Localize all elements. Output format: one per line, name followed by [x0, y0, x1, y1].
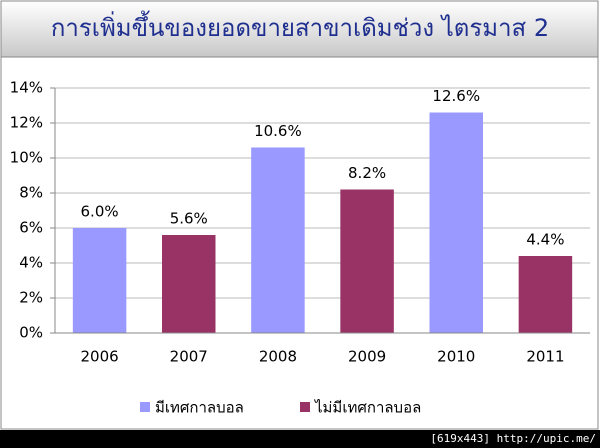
- value-label: 5.6%: [170, 210, 208, 228]
- y-tick-label: 4%: [19, 254, 43, 272]
- y-tick-label: 0%: [19, 324, 43, 342]
- chart-title: การเพิ่มขึ้นของยอดขายสาขาเดิมช่วง ไตรมาส…: [51, 10, 549, 42]
- bar: [340, 189, 394, 333]
- value-label: 8.2%: [348, 164, 386, 182]
- legend-swatch: [300, 402, 310, 412]
- x-tick-label: 2011: [526, 348, 564, 366]
- bar: [429, 112, 483, 333]
- frame: [0, 0, 599, 430]
- y-tick-label: 8%: [19, 184, 43, 202]
- bar: [72, 228, 127, 333]
- x-tick-label: 2009: [348, 348, 386, 366]
- y-tick-label: 2%: [19, 289, 43, 307]
- title-band: [0, 0, 599, 58]
- x-tick-label: 2006: [80, 348, 118, 366]
- x-tick-label: 2008: [259, 348, 297, 366]
- watermark: [619x443] http://upic.me/: [430, 432, 596, 445]
- bar: [518, 256, 573, 333]
- y-tick-label: 10%: [10, 149, 43, 167]
- value-label: 4.4%: [526, 231, 564, 249]
- value-label: 10.6%: [254, 122, 302, 140]
- x-tick-label: 2010: [437, 348, 475, 366]
- bar: [251, 147, 305, 333]
- x-tick-label: 2007: [170, 348, 208, 366]
- y-tick-label: 6%: [19, 219, 43, 237]
- watermark-band: [0, 430, 600, 448]
- y-tick-label: 14%: [10, 79, 43, 97]
- y-tick-label: 12%: [10, 114, 43, 132]
- value-label: 6.0%: [81, 203, 119, 221]
- legend-label: มีเทศกาลบอล: [155, 399, 244, 417]
- bar: [162, 235, 216, 333]
- value-label: 12.6%: [432, 87, 480, 105]
- legend-label: ไม่มีเทศกาลบอล: [314, 399, 421, 417]
- legend-swatch: [140, 402, 150, 412]
